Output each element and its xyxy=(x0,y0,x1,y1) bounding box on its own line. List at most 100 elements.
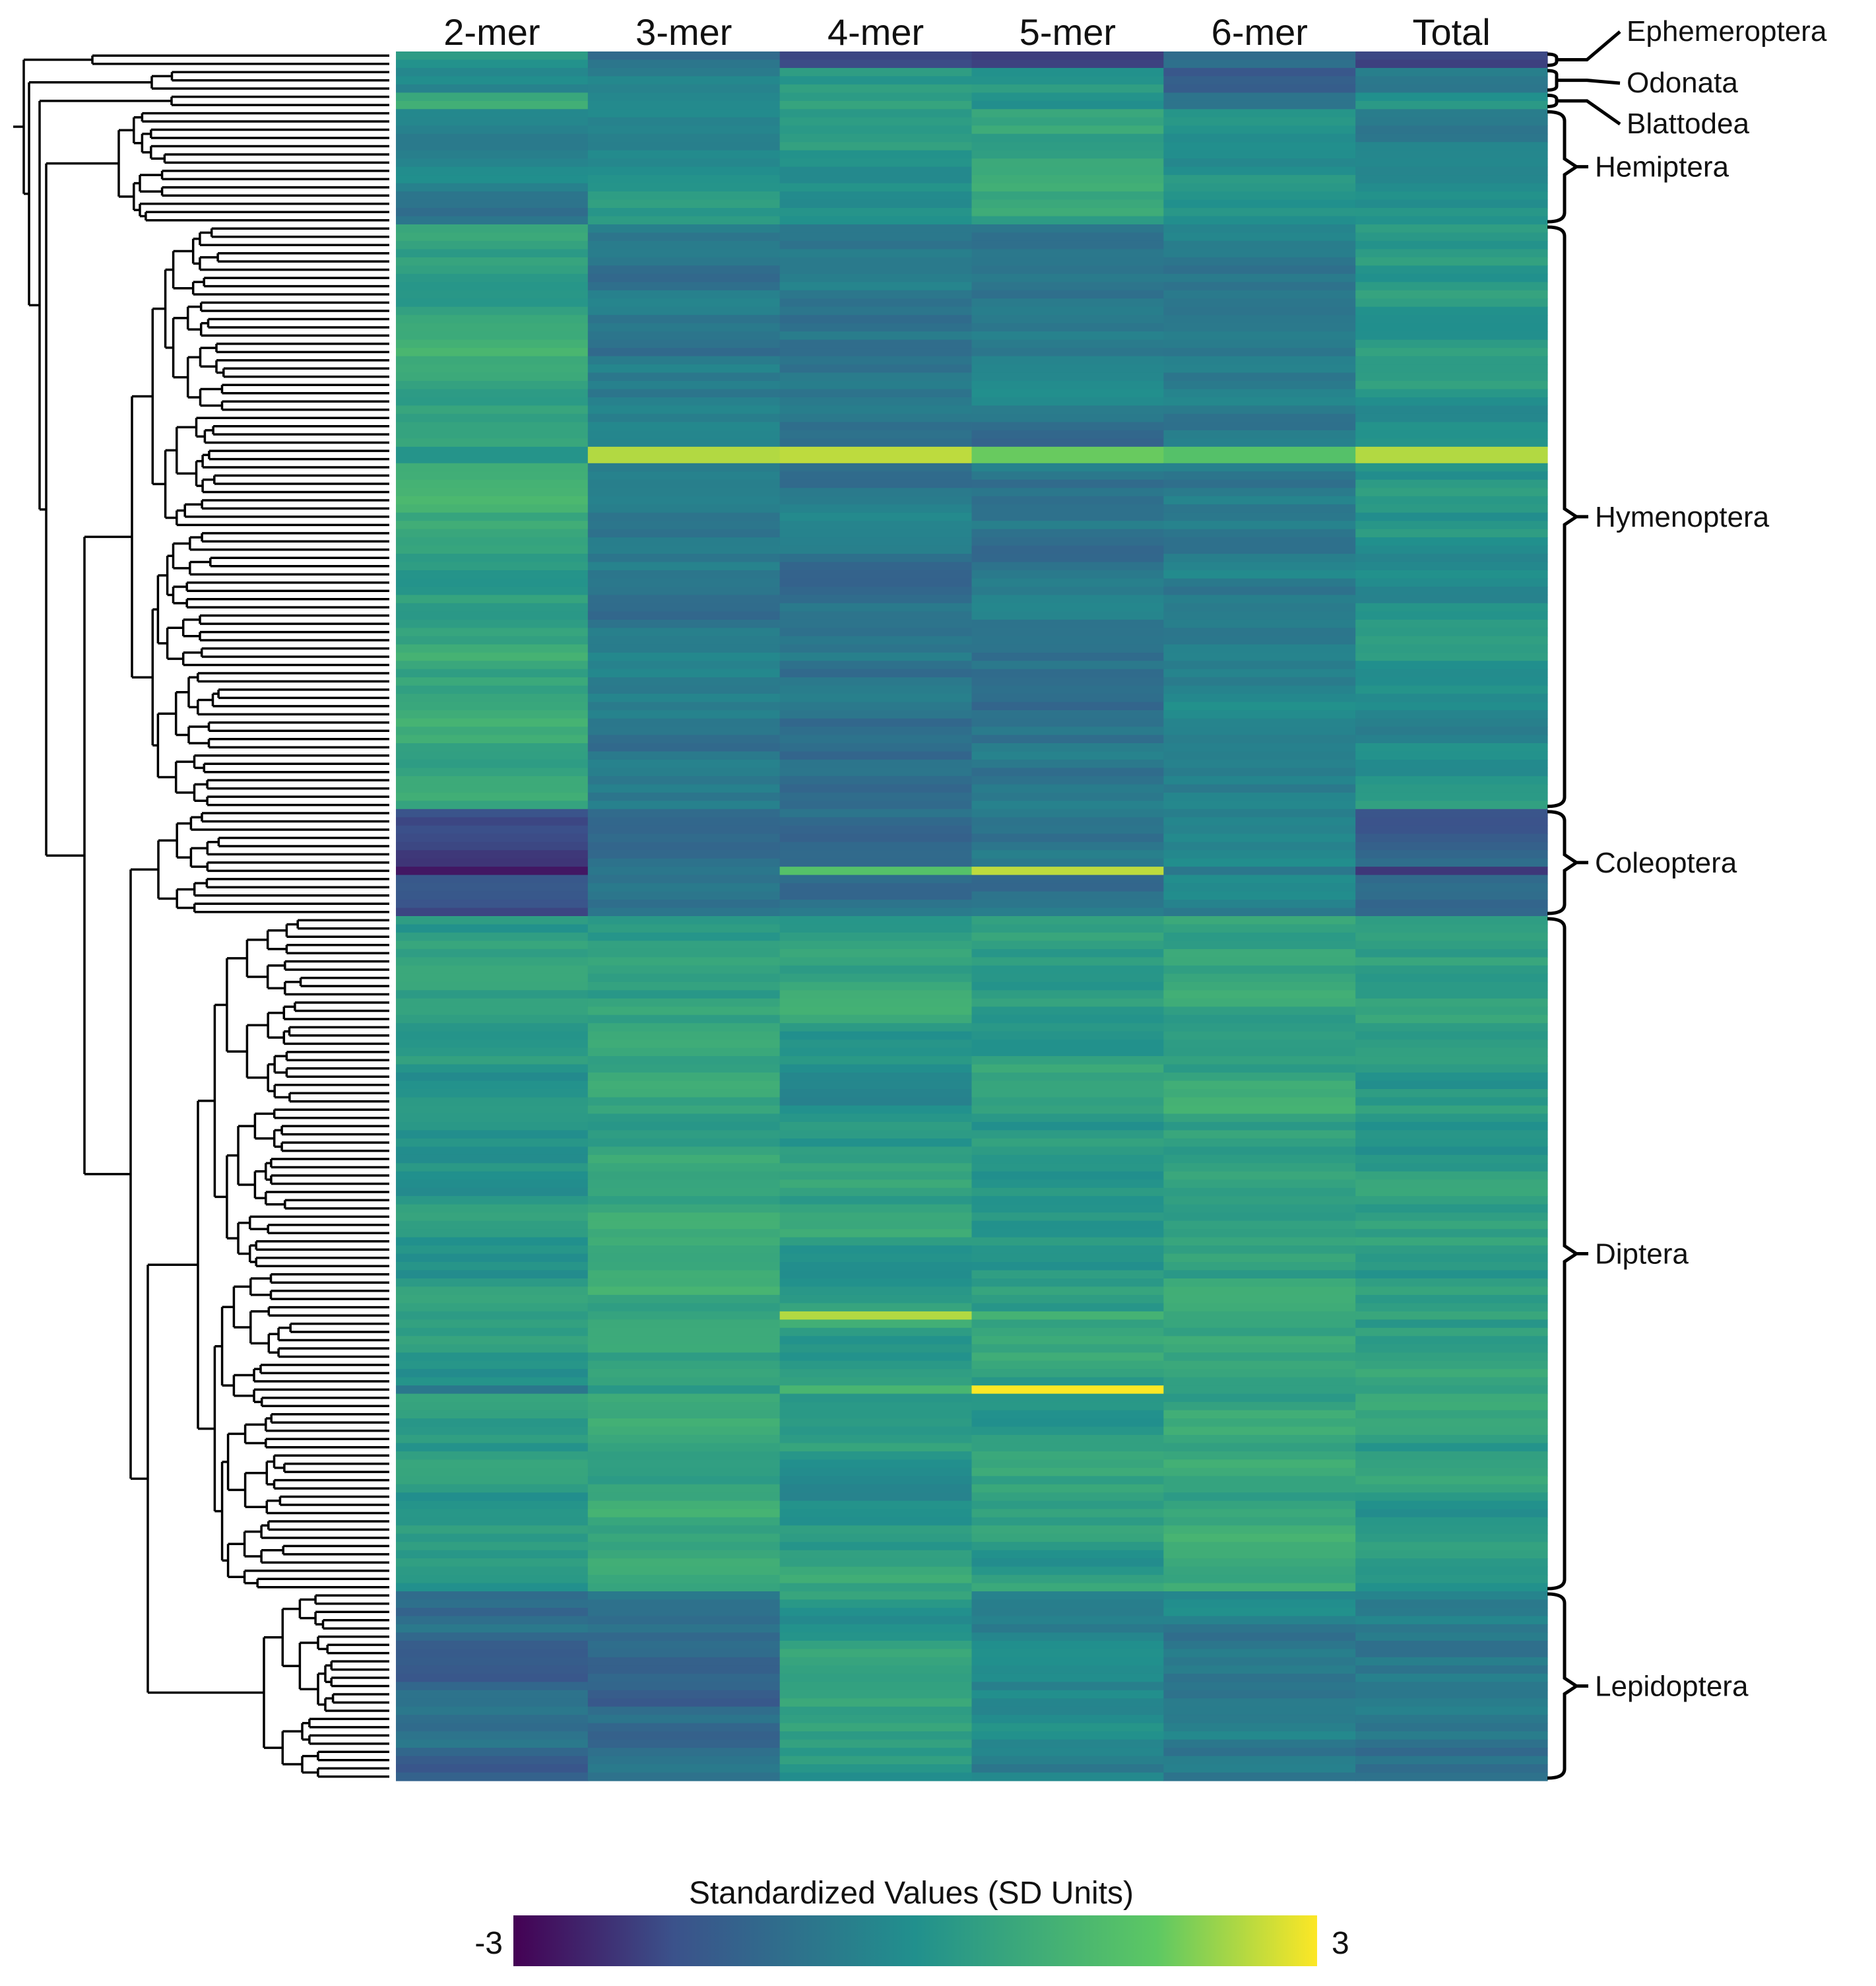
heatmap-cell xyxy=(587,224,781,234)
heatmap-cell xyxy=(1163,1665,1356,1674)
heatmap-cell xyxy=(779,1344,973,1353)
heatmap-cell xyxy=(779,1319,973,1329)
heatmap-cell xyxy=(587,1624,781,1634)
heatmap-cell xyxy=(1163,183,1356,192)
heatmap-cell xyxy=(1163,1739,1356,1748)
heatmap-cell xyxy=(1355,257,1548,266)
order-bracket xyxy=(1547,69,1559,92)
heatmap-cell xyxy=(396,1665,589,1674)
heatmap-cell xyxy=(1163,809,1356,818)
heatmap-cell xyxy=(971,603,1164,612)
heatmap-cell xyxy=(1355,216,1548,225)
heatmap-cell xyxy=(1163,908,1356,917)
heatmap-cell xyxy=(971,578,1164,587)
heatmap-cell xyxy=(396,133,589,143)
heatmap-cell xyxy=(779,1105,973,1115)
heatmap-cell xyxy=(396,702,589,711)
heatmap-cell xyxy=(1355,644,1548,653)
heatmap-cell xyxy=(779,759,973,769)
heatmap-cell xyxy=(971,1294,1164,1304)
heatmap-cell xyxy=(1355,1319,1548,1329)
heatmap-cell xyxy=(1163,900,1356,909)
heatmap-cell xyxy=(779,990,973,999)
heatmap-cell xyxy=(396,1418,589,1428)
heatmap-cell xyxy=(587,364,781,374)
heatmap-cell xyxy=(1163,603,1356,612)
heatmap-cell xyxy=(396,1089,589,1098)
heatmap-cell xyxy=(1163,1418,1356,1428)
heatmap-cell xyxy=(1163,306,1356,315)
heatmap-cell xyxy=(396,290,589,299)
heatmap-cell xyxy=(779,142,973,151)
heatmap-cell xyxy=(587,512,781,521)
heatmap-cell xyxy=(587,422,781,431)
heatmap-cell xyxy=(971,529,1164,538)
heatmap-cell xyxy=(971,92,1164,102)
heatmap-cell xyxy=(1163,1624,1356,1634)
heatmap-cell xyxy=(971,232,1164,242)
heatmap-cell xyxy=(396,1171,589,1180)
heatmap-cell xyxy=(396,405,589,414)
heatmap-cell xyxy=(779,109,973,118)
heatmap-cell xyxy=(396,1138,589,1147)
heatmap-cell xyxy=(971,875,1164,884)
heatmap-cell xyxy=(779,59,973,69)
heatmap-cell xyxy=(1355,142,1548,151)
heatmap-cell xyxy=(779,133,973,143)
heatmap-cell xyxy=(587,801,781,810)
heatmap-cell xyxy=(779,1253,973,1263)
heatmap-cell xyxy=(971,1525,1164,1535)
heatmap-cell xyxy=(1355,603,1548,612)
heatmap-cell xyxy=(396,471,589,480)
heatmap-cell xyxy=(587,570,781,579)
heatmap-cell xyxy=(396,100,589,110)
heatmap-cell xyxy=(396,109,589,118)
heatmap-cell xyxy=(587,117,781,126)
heatmap-cell xyxy=(396,265,589,275)
heatmap-cell xyxy=(587,84,781,93)
heatmap-cell xyxy=(587,545,781,554)
heatmap-cell xyxy=(1355,339,1548,348)
heatmap-cell xyxy=(1355,249,1548,258)
column-labels: 2-mer 3-mer 4-mer 5-mer 6-mer Total xyxy=(443,11,1490,53)
heatmap-cell xyxy=(779,232,973,242)
heatmap-cell xyxy=(1163,142,1356,151)
heatmap-cell xyxy=(779,282,973,291)
heatmap-cell xyxy=(1163,339,1356,348)
heatmap-cell xyxy=(779,1657,973,1666)
heatmap-cell xyxy=(396,1517,589,1526)
heatmap-cell xyxy=(1163,948,1356,958)
heatmap-cell xyxy=(779,809,973,818)
heatmap-cell xyxy=(971,1303,1164,1312)
heatmap-cell xyxy=(1355,1105,1548,1115)
heatmap-cell xyxy=(396,825,589,834)
heatmap-cell xyxy=(1355,1163,1548,1172)
heatmap-cell xyxy=(971,1451,1164,1461)
heatmap-cell xyxy=(1163,397,1356,407)
heatmap-cell xyxy=(971,208,1164,217)
heatmap-cell xyxy=(779,1723,973,1732)
heatmap-cell xyxy=(396,1154,589,1164)
heatmap-cell xyxy=(587,941,781,950)
heatmap-cell xyxy=(396,397,589,407)
heatmap-cell xyxy=(1355,578,1548,587)
heatmap-cell xyxy=(396,117,589,126)
heatmap-cell xyxy=(396,191,589,201)
heatmap-cell xyxy=(1355,166,1548,176)
heatmap-cell xyxy=(1355,1435,1548,1444)
heatmap-cell xyxy=(971,562,1164,571)
heatmap-cell xyxy=(396,1467,589,1476)
heatmap-cell xyxy=(1163,1591,1356,1601)
heatmap-cell xyxy=(1355,677,1548,686)
heatmap-cell xyxy=(1163,1723,1356,1732)
order-label: Ephemeroptera xyxy=(1627,15,1827,48)
heatmap-cell xyxy=(1355,1212,1548,1222)
heatmap-cell xyxy=(587,858,781,867)
heatmap-cell xyxy=(396,1377,589,1386)
heatmap-cell xyxy=(587,1377,781,1386)
heatmap-cell xyxy=(971,834,1164,843)
heatmap-cell xyxy=(1163,413,1356,423)
heatmap-cell xyxy=(396,1484,589,1493)
heatmap-cell xyxy=(1163,422,1356,431)
heatmap-cell xyxy=(587,1418,781,1428)
